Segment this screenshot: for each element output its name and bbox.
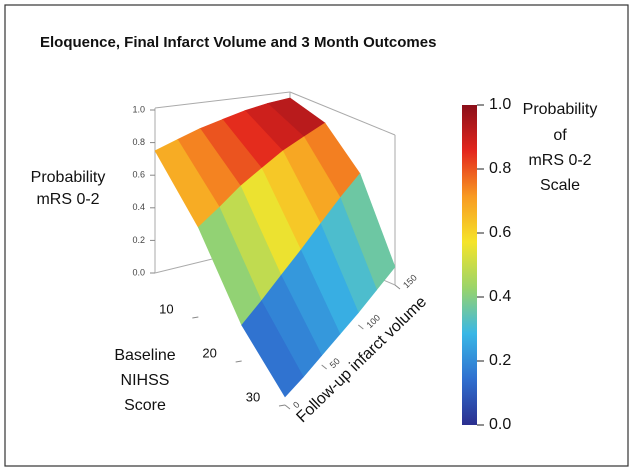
chart-title: Eloquence, Final Infarct Volume and 3 Mo… [40,34,436,51]
x-tick [278,404,286,407]
z-tick-label: 0.8 [132,137,145,147]
colorbar-tick-label: 0.6 [489,224,511,241]
colorbar-label: Scale [540,177,580,194]
x-tick-label: 30 [246,389,260,404]
colorbar-tick-label: 0.8 [489,160,511,177]
z-axis-label: mRS 0-2 [36,191,99,208]
x-axis-label: Score [124,397,166,414]
colorbar-tick-label: 0.0 [489,416,511,433]
surface-patch [241,300,304,398]
z-tick-label: 0.0 [132,267,145,277]
y-tick [358,324,364,330]
frame [4,4,629,467]
z-tick-label: 1.0 [132,104,145,114]
z-axis-label: Probability [31,169,106,186]
colorbar-label: of [553,127,567,144]
x-tick [192,316,199,319]
y-tick-label: 150 [401,273,419,291]
x-tick-label: 10 [159,301,173,316]
x-axis-label: Baseline [114,347,175,364]
colorbar-tick-label: 0.2 [489,352,511,369]
y-tick [394,284,401,290]
y-tick [321,364,327,370]
z-tick-label: 0.4 [132,202,145,212]
z-tick-label: 0.2 [132,235,145,245]
colorbar [462,105,477,425]
x-axis-label: NIHSS [121,372,170,389]
y-tick [284,404,291,410]
colorbar-label: mRS 0-2 [528,152,591,169]
x-tick-label: 20 [202,345,216,360]
y-tick-label: 0 [291,399,302,410]
colorbar-tick-label: 0.4 [489,288,511,305]
x-tick [235,360,242,363]
colorbar-tick-label: 1.0 [489,96,511,113]
colorbar-label: Probability [523,101,598,118]
y-tick-label: 100 [364,313,382,331]
z-tick-label: 0.6 [132,170,145,180]
surface [154,97,396,398]
